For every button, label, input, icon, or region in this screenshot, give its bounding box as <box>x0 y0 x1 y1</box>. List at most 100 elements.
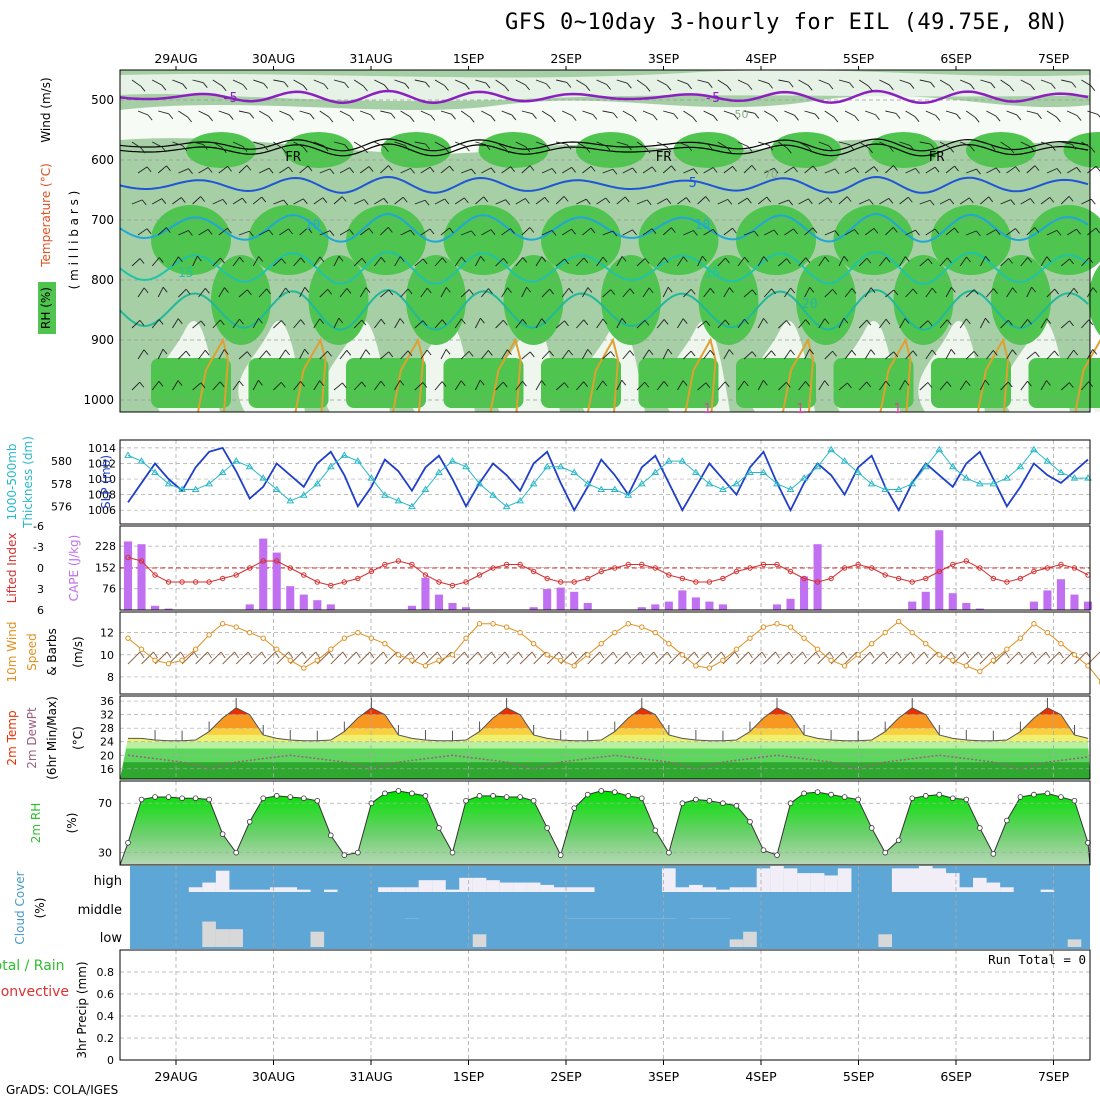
thickness-marker <box>340 451 349 458</box>
rh2m-marker <box>395 788 402 794</box>
lifted-cape-panel <box>119 525 1093 611</box>
wind-barb <box>510 166 515 172</box>
wind-barb <box>909 145 915 151</box>
cloud-bar <box>743 887 757 892</box>
wind-barb <box>168 113 174 120</box>
wind-barb <box>480 317 485 324</box>
rh2m-marker <box>936 791 943 798</box>
lifted-marker <box>476 572 483 578</box>
wind-barb <box>1026 110 1038 115</box>
wind-barb <box>258 288 267 298</box>
rh2m-marker <box>787 800 794 807</box>
cape-bar <box>813 544 822 610</box>
cloud-bar <box>215 870 230 892</box>
wind-barb <box>374 197 385 205</box>
wind-barb <box>582 227 592 236</box>
temp-band <box>120 762 1090 779</box>
wind-barb <box>1056 168 1062 174</box>
panel-frame <box>119 611 1091 695</box>
cape-bar <box>164 608 173 610</box>
rh2m-unit: (%) <box>65 813 79 834</box>
rh-contour-label: 50 <box>735 108 749 121</box>
lifted-marker <box>1058 561 1064 568</box>
wind10m-marker <box>706 665 713 671</box>
rh2m-marker <box>571 805 577 811</box>
rh2m-marker <box>246 818 253 825</box>
cloud-bar <box>729 939 744 947</box>
wind-barb <box>333 79 345 84</box>
rh2m-marker <box>314 797 321 804</box>
wind-barb <box>778 382 787 391</box>
wind-barb <box>333 141 345 146</box>
wind10m-barb <box>477 651 483 659</box>
lifted-marker <box>355 575 361 582</box>
wind-barb <box>844 110 856 117</box>
wind10m-marker <box>341 635 348 641</box>
wind-barb <box>683 256 688 263</box>
wind-barb <box>915 229 920 236</box>
temp-band <box>120 734 1090 742</box>
wind-barb <box>293 257 302 267</box>
rh2m-marker <box>611 789 618 795</box>
wind-barb <box>1095 165 1100 172</box>
wind-barb <box>1060 258 1070 267</box>
sounding-frame <box>119 69 1091 413</box>
date-label-bottom: 7SEP <box>1038 1069 1070 1084</box>
wind-barb <box>359 228 370 236</box>
wind-barb <box>207 229 213 235</box>
wind-barb <box>612 168 618 175</box>
lifted-marker <box>192 579 199 585</box>
wind10m-marker <box>896 618 902 625</box>
wind-barb <box>541 380 546 386</box>
wind-barb <box>487 350 493 356</box>
thickness-marker <box>272 485 281 493</box>
wind10m-barb <box>896 651 902 659</box>
temp2m-line <box>128 707 1089 742</box>
wind-barb <box>212 381 221 391</box>
wind-barb <box>266 288 271 295</box>
lifted-marker <box>990 575 997 582</box>
wind10m-marker <box>557 657 564 664</box>
wind-barb <box>394 79 406 85</box>
date-label-bottom: 2SEP <box>550 1069 582 1084</box>
wind10m-barb <box>655 651 668 665</box>
wind-barb <box>342 382 347 389</box>
wind-barb <box>1054 288 1059 295</box>
date-label-bottom: 31AUG <box>349 1069 392 1084</box>
wind-barb <box>728 349 734 355</box>
wind-barb <box>844 167 855 174</box>
wind-barb <box>1090 198 1096 205</box>
wind-barb <box>353 319 363 329</box>
wind-barb <box>131 381 141 391</box>
wind-barb <box>454 318 462 329</box>
wind-barb <box>515 141 526 148</box>
rh2m-marker <box>801 790 807 797</box>
wind-barb <box>1026 165 1036 174</box>
wind-barb <box>737 141 749 147</box>
wind-barb <box>239 256 244 263</box>
wind-barb <box>690 288 696 295</box>
wind-barb <box>374 318 382 329</box>
wind-barb <box>905 350 914 360</box>
wind-barb <box>606 146 612 152</box>
temp-axis-label: Temperature (°C) <box>39 163 53 268</box>
cloud-bar <box>973 877 987 892</box>
wind-barb <box>1012 349 1017 355</box>
thickness-marker <box>245 462 254 470</box>
wind-barb <box>280 382 286 388</box>
wind-barb <box>1000 258 1009 267</box>
wind-barb <box>945 349 952 360</box>
date-label-top: 4SEP <box>745 51 777 66</box>
cape-bar <box>259 538 268 610</box>
rh2m-tick: 70 <box>98 797 112 810</box>
thickness-marker <box>962 474 971 481</box>
wind-barb <box>279 349 286 360</box>
wind-barb <box>434 381 443 391</box>
minmax-label: (6hr Min/Max) <box>45 696 59 780</box>
wind-barb <box>279 287 287 298</box>
wind-barb <box>541 229 553 236</box>
isotherm-label: 5 <box>689 176 697 191</box>
cloud-bar <box>269 887 284 892</box>
wind-barb <box>1051 145 1056 151</box>
date-label-bottom: 1SEP <box>453 1069 485 1084</box>
